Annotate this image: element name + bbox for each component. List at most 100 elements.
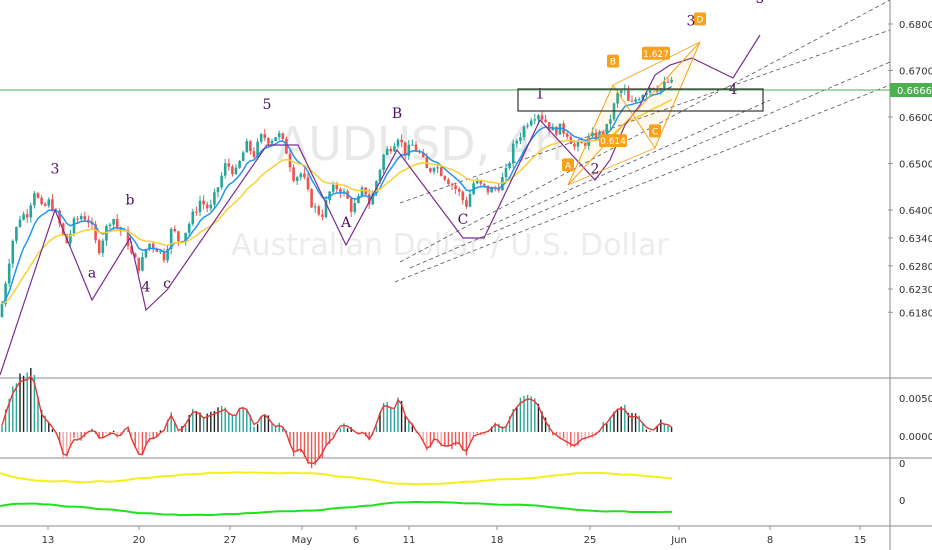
wave-label: A [340,215,352,231]
candle-body [619,90,623,93]
candle-body [274,137,277,142]
fib-tag [649,124,661,138]
candle-body [666,81,670,83]
candle-body [173,228,177,232]
candle-body [47,199,51,206]
candle-body [533,119,537,121]
candle-body [7,263,11,284]
candle-body [130,246,133,254]
candle-body [155,248,159,252]
candle-body [303,173,306,178]
candle-body [270,141,274,144]
macd-signal-line [1,375,672,465]
wave-label: c [163,276,171,292]
candle-body [479,181,483,184]
wave-label: 4 [142,279,151,295]
candle-body [184,232,187,243]
candle-body [94,224,97,241]
candle-body [115,218,119,228]
candle-body [407,144,411,156]
candle-body [169,228,173,249]
candle-body [18,219,22,227]
candle-body [537,115,540,120]
fib-tag [694,12,706,26]
candle-body [382,154,385,171]
candle-body [454,185,457,190]
candle-body [245,141,249,153]
oscillator-panel [0,471,673,517]
candle-body [331,184,335,192]
candle-body [40,197,43,204]
candle-body [148,243,151,250]
wave-label: B [392,106,402,122]
candle-body [195,211,198,213]
candle-body [457,189,461,192]
channel-line [479,99,771,231]
candle-body [526,125,529,127]
watermark-description: Australian Dollar / U.S. Dollar [231,228,669,263]
date-tick-label: 13 [42,535,55,546]
candle-body [4,283,7,305]
candle-body [421,152,425,158]
candle-body [400,139,403,143]
candle-body [101,240,105,254]
candle-body [411,144,414,146]
candle-body [393,146,396,152]
candle-body [112,218,115,225]
candle-body [576,141,580,147]
candle-body [51,199,54,211]
macd-panel [1,367,673,469]
date-tick-label: 6 [353,535,359,546]
candle-body [220,175,223,188]
date-tick-label: 20 [133,535,146,546]
candle-body [461,191,465,201]
candle-body [634,99,637,102]
candle-body [227,163,231,167]
current-price-value: 0.66669 [897,86,932,97]
candle-body [637,99,641,101]
candle-body [465,200,468,207]
zone-box [517,88,764,112]
candle-body [443,176,447,180]
wave-label: 3 [687,13,696,29]
candle-body [529,120,533,126]
candle-body [483,183,486,186]
candle-body [335,184,339,190]
candle-body [108,224,112,226]
candle-body [241,152,245,161]
candle-body [15,226,18,241]
fib-tag [562,158,574,172]
wave-label: 5 [756,0,765,7]
candle-body [670,79,673,83]
fib-tag-label: B [610,58,616,68]
candle-body [641,95,645,100]
wave-labels: 3ab4c5ABC12345 [51,0,765,295]
channel-line [409,61,891,269]
osc-axis: 00 [899,459,905,507]
osc-tick-label: 0 [899,496,905,507]
date-tick-label: 8 [767,535,773,546]
channel-line [399,0,891,263]
candle-body [349,198,353,212]
candle-body [259,134,263,142]
candle-body [432,168,436,172]
candle-body [371,193,375,205]
candle-body [317,206,321,215]
candle-body [162,251,166,261]
osc-yellow-line [0,471,673,486]
candle-body [580,141,583,144]
candle-body [353,203,357,212]
candle-body [97,240,101,254]
candle-body [277,133,281,138]
candle-body [29,205,33,218]
candle-body [490,188,493,193]
candle-body [616,92,619,104]
candle-body [429,168,432,172]
candle-body [544,119,547,123]
candle-body [22,214,25,220]
